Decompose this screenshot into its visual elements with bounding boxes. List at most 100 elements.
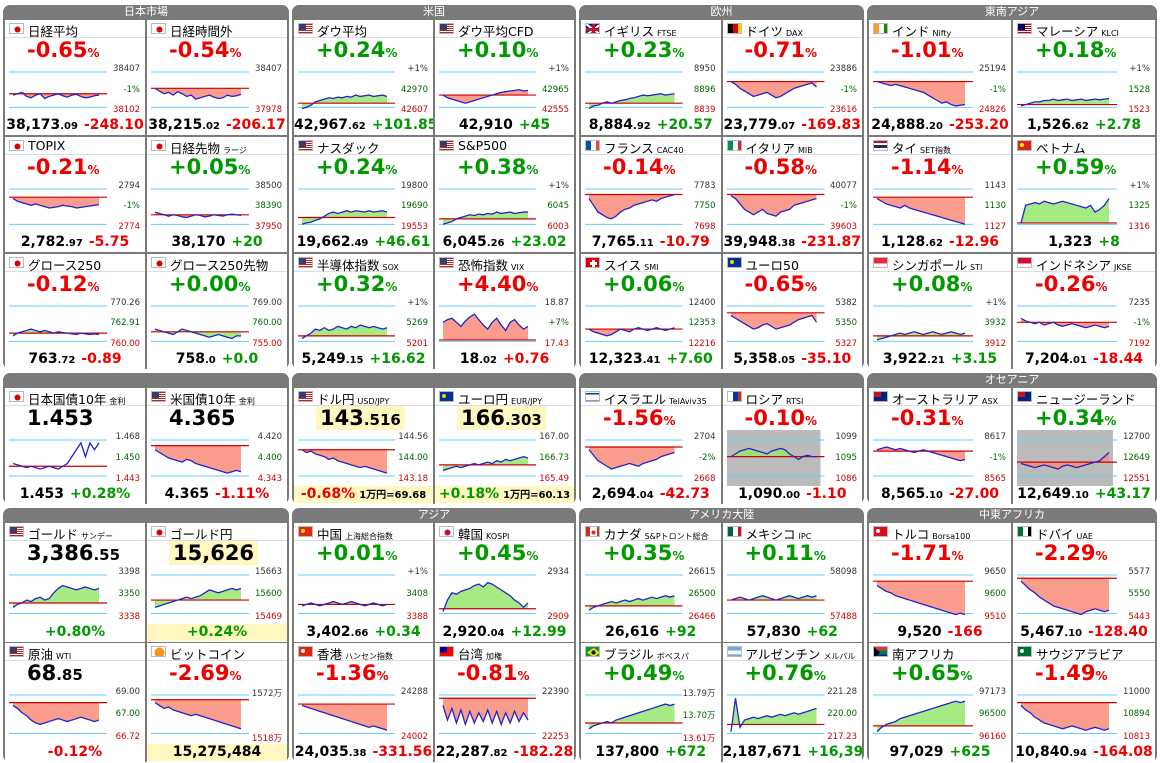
market-tile[interactable]: ゴールド円 15,626 15663 15600 15469 +0.24% <box>147 523 287 642</box>
market-tile[interactable]: ドバイ UAE -2.29% 5577 5550 5443 5,467.10 -128.40 <box>1013 523 1155 642</box>
panel-title: オセアニア <box>984 373 1040 386</box>
axis-label: 9600 <box>983 589 1007 600</box>
market-tile[interactable]: ニュージーランド +0.34% 12700 12649 12551 12,649.10 +4… <box>1013 388 1155 504</box>
market-code: WTI <box>56 652 72 661</box>
panel-title: アジア <box>417 508 451 521</box>
tile-header: ドバイ UAE <box>1013 523 1155 542</box>
price-decimals: .20 <box>925 121 943 133</box>
price-value: 12,649 <box>1017 486 1072 502</box>
price-decimals: .38 <box>348 747 367 759</box>
mini-chart <box>298 574 395 614</box>
country-flag-icon <box>585 646 600 657</box>
price-decimals: .10 <box>925 490 943 501</box>
market-tile[interactable]: 日経時間外 -0.54% 38407 37978 38,215.02 -206.17 <box>147 20 287 136</box>
market-tile[interactable]: ゴールド サンデー 3,386.55 3398 3350 3338 +0.80% <box>5 523 145 642</box>
market-tile[interactable]: ダウ平均 +0.24% +1% 42970 42607 42,967.62 +101.85 <box>294 20 433 136</box>
market-tile[interactable]: 恐怖指数 VIX +4.40% 18.87 +7% 17.43 18.02 +0.76 <box>435 253 574 369</box>
market-tile[interactable]: 米国債10年 金利 4.365 4.420 4.400 4.343 4.365 -1.11% <box>147 388 287 504</box>
axis-label: 26615 <box>687 567 717 577</box>
market-tile[interactable]: イギリス FTSE +0.23% 8950 8896 8839 8,884.92 +20.57 <box>581 20 721 136</box>
axis-label: 15663 <box>253 567 283 577</box>
chart-area: 23886 -1% 23616 <box>726 62 858 117</box>
market-tile[interactable]: TOPIX -0.21% 2794 -1% 2774 2,782.97 -5.75 <box>5 136 145 253</box>
mini-chart <box>298 305 395 342</box>
tile-header: シンガポール STI <box>869 253 1011 273</box>
market-tile[interactable]: 南アフリカ +0.65% 97173 96500 96160 97,029 +625 <box>869 643 1011 762</box>
market-tile[interactable]: 日本国債10年 金利 1.453 1.468 1.450 1.443 1.453 +0.28% <box>5 388 145 504</box>
market-tile[interactable]: インド Nifty -1.01% 25194 -1% 24826 24,888.20 -253… <box>869 20 1011 136</box>
mini-chart <box>585 694 683 734</box>
price-decimals: .303 <box>504 411 542 429</box>
market-tile[interactable]: ロシア RTSI -0.10% 1099 1095 1086 1,090.00 -1.10 <box>722 388 862 504</box>
percent-unit: % <box>951 46 964 60</box>
market-tile[interactable]: ドイツ DAX -0.71% 23886 -1% 23616 23,779.07 -169.8… <box>722 20 862 136</box>
market-tile[interactable]: インドネシア JKSE -0.26% 7235 -1% 7192 7,204.01 -18.4… <box>1013 253 1155 369</box>
market-code: メルバル <box>823 652 856 661</box>
market-tile[interactable]: ユーロ50 -0.65% 5382 5350 5327 5,358.05 -35.10 <box>722 253 862 369</box>
market-tile[interactable]: 中国 上海総合指数 +0.01% +1% 3408 3388 3,402.66 +0.34 <box>294 523 433 642</box>
headline-value: +0.34% <box>1035 406 1116 430</box>
axis-label: 3350 <box>117 589 141 600</box>
price-value: 8,565 <box>880 486 926 502</box>
axis-label: 7783 <box>692 180 717 191</box>
market-tile[interactable]: オーストラリア ASX -0.31% 8617 -1% 8565 8,565.10 -27.0… <box>869 388 1011 504</box>
market-tile[interactable]: イスラエル TelAviv35 -1.56% 2704 -2% 2668 2,694.04-… <box>581 388 721 504</box>
headline-value: -1.36% <box>316 661 389 685</box>
market-tile[interactable]: イタリア MIB -0.58% 40077 -1% 39603 39,948.38 -231.… <box>722 136 862 253</box>
axis-label: 24002 <box>399 731 429 742</box>
market-tile[interactable]: ベトナム +0.59% +1% 1325 1316 1,323 +8 <box>1013 136 1155 253</box>
tile-footer: 3,922.21 +3.15 <box>869 351 1011 368</box>
headline-value: +0.06% <box>603 272 684 296</box>
market-tile[interactable]: タイ SET指数 -1.14% 1143 1130 1127 1,128.62 -12.96 <box>869 136 1011 253</box>
market-tile[interactable]: 台湾 加権 -0.81% 22390 22253 22,287.82 -182.28 <box>435 643 574 762</box>
market-tile[interactable]: 半導体指数 SOX +0.32% +1% 5269 5201 5,249.15 +16.62 <box>294 253 433 369</box>
market-tile[interactable]: サウジアラビア -1.49% 11000 10894 10813 10,840.94 -16… <box>1013 643 1155 762</box>
market-tile[interactable]: 原油 WTI 68.85 69.00 67.00 66.72 -0.12% <box>5 643 145 762</box>
chart-area: 26615 26500 26466 <box>585 565 717 624</box>
market-name-text: 日本国債10年 <box>28 392 107 407</box>
mini-chart <box>1017 305 1117 342</box>
mini-chart <box>1017 71 1117 108</box>
market-tile[interactable]: ユーロ円 EUR/JPY 166.303 167.00 166.73 165.49 +0.1… <box>435 388 574 504</box>
tile-header: イタリア MIB <box>722 136 862 156</box>
market-tile[interactable]: マレーシア KLCI +0.18% +1% 1528 1523 1,526.62 +2.78 <box>1013 20 1155 136</box>
market-name-text: 中国 <box>317 527 343 542</box>
market-name: 日経時間外 <box>170 21 236 40</box>
market-tile[interactable]: シンガポール STI +0.08% +1% 3932 3912 3,922.21 +3.15 <box>869 253 1011 369</box>
market-tile[interactable]: ダウ平均CFD +0.10% +1% 42965 42555 42,910 +45 <box>435 20 574 136</box>
change-value: -35.10 <box>801 350 852 367</box>
percent-unit: % <box>376 669 389 683</box>
market-tile[interactable]: トルコ Borsa100 -1.71% 9650 9600 9510 9,520 -166 <box>869 523 1011 642</box>
market-tile[interactable]: グロース250先物 +0.00% 769.00 760.00 755.00 758.0 +0… <box>147 253 287 369</box>
market-tile[interactable]: フランス CAC40 -0.14% 7783 7750 7698 7,765.11 -10.7… <box>581 136 721 253</box>
axis-label: -1% <box>988 84 1007 95</box>
market-code: ハンセン指数 <box>345 652 394 661</box>
change-value: -10.79 <box>659 234 710 251</box>
market-tile[interactable]: アルゼンチン メルバル +0.76% 221.28 220.00 217.23 2,187,… <box>722 643 862 762</box>
axis-label: 67.00 <box>114 709 141 720</box>
market-tile[interactable]: 日経先物 ラージ +0.05% 38500 38390 37950 38,170 +20 <box>147 136 287 253</box>
market-tile[interactable]: ブラジル ボベスパ +0.49% 13.79万 13.70万 13.61万 137,800 +… <box>581 643 721 762</box>
market-tile[interactable]: ドル円 USD/JPY 143.516 144.56 144.00 143.18 -0.68… <box>294 388 433 504</box>
market-tile[interactable]: ナスダック +0.24% 19800 19690 19553 19,662.49 +46.6… <box>294 136 433 253</box>
market-name: アルゼンチン メルバル <box>746 644 856 663</box>
market-tile[interactable]: グロース250 -0.12% 770.26 762.91 760.00 763.72 -0.… <box>5 253 145 369</box>
axis-label: 26500 <box>687 589 717 600</box>
market-tile[interactable]: スイス SMI +0.06% 12400 12353 12216 12,323.41 +7.6… <box>581 253 721 369</box>
chart-area: 19800 19690 19553 <box>298 179 429 234</box>
market-tile[interactable]: メキシコ IPC +0.11% 58098 57488 57,830 +62 <box>722 523 862 642</box>
market-tile[interactable]: 韓国 KOSPI +0.45% 2934 2909 2,920.04 +12.99 <box>435 523 574 642</box>
market-code: ASX <box>981 397 998 406</box>
market-tile[interactable]: 香港 ハンセン指数 -1.36% 24288 24002 24,035.38 -331.56 <box>294 643 433 762</box>
market-name-text: スイス <box>604 257 642 273</box>
price-value: 3,386 <box>27 541 94 565</box>
headline-value: -1.49% <box>1035 661 1108 685</box>
axis-label: 1528 <box>1127 84 1151 95</box>
market-tile[interactable]: S&P500 +0.38% +1% 6045 6003 6,045.26 +23.02 <box>435 136 574 253</box>
change-value: +101.85 <box>371 117 433 134</box>
market-tile[interactable]: ビットコイン -2.69% 1572万 1518万 15,275,484 <box>147 643 287 762</box>
market-tile[interactable]: 日経平均 -0.65% 38407 -1% 38102 38,173.09 -248.10 <box>5 20 145 136</box>
market-tile[interactable]: カナダ S&Pトロント総合 +0.35% 26615 26500 26466 26,616 +… <box>581 523 721 642</box>
market-name-text: 台湾 <box>458 647 484 662</box>
